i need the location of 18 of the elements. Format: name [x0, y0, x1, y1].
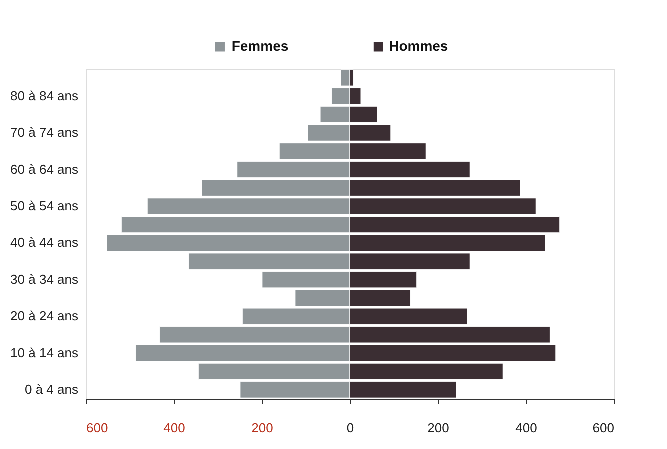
x-tick-label: 600 [86, 420, 108, 436]
x-tick-label: 200 [252, 420, 274, 436]
y-tick-label: 0 à 4 ans [25, 382, 79, 398]
y-tick-label: 80 à 84 ans [10, 88, 79, 104]
y-tick-label: 70 à 74 ans [10, 125, 79, 140]
legend-label: Femmes [232, 38, 289, 54]
x-tick-label: 200 [428, 420, 450, 436]
x-tick-label: 400 [516, 420, 538, 436]
y-tick-label: 10 à 14 ans [10, 345, 79, 360]
y-tick-label: 50 à 54 ans [10, 198, 79, 214]
legend-label: Hommes [389, 38, 448, 54]
y-tick-label: 20 à 24 ans [10, 308, 79, 324]
x-tick-label: 400 [164, 420, 186, 436]
y-tick-label: 40 à 44 ans [10, 235, 79, 250]
x-tick-label: 0 [346, 420, 354, 436]
x-tick-label: 600 [592, 420, 614, 436]
y-tick-label: 60 à 64 ans [10, 162, 79, 177]
y-tick-label: 30 à 34 ans [10, 272, 79, 287]
